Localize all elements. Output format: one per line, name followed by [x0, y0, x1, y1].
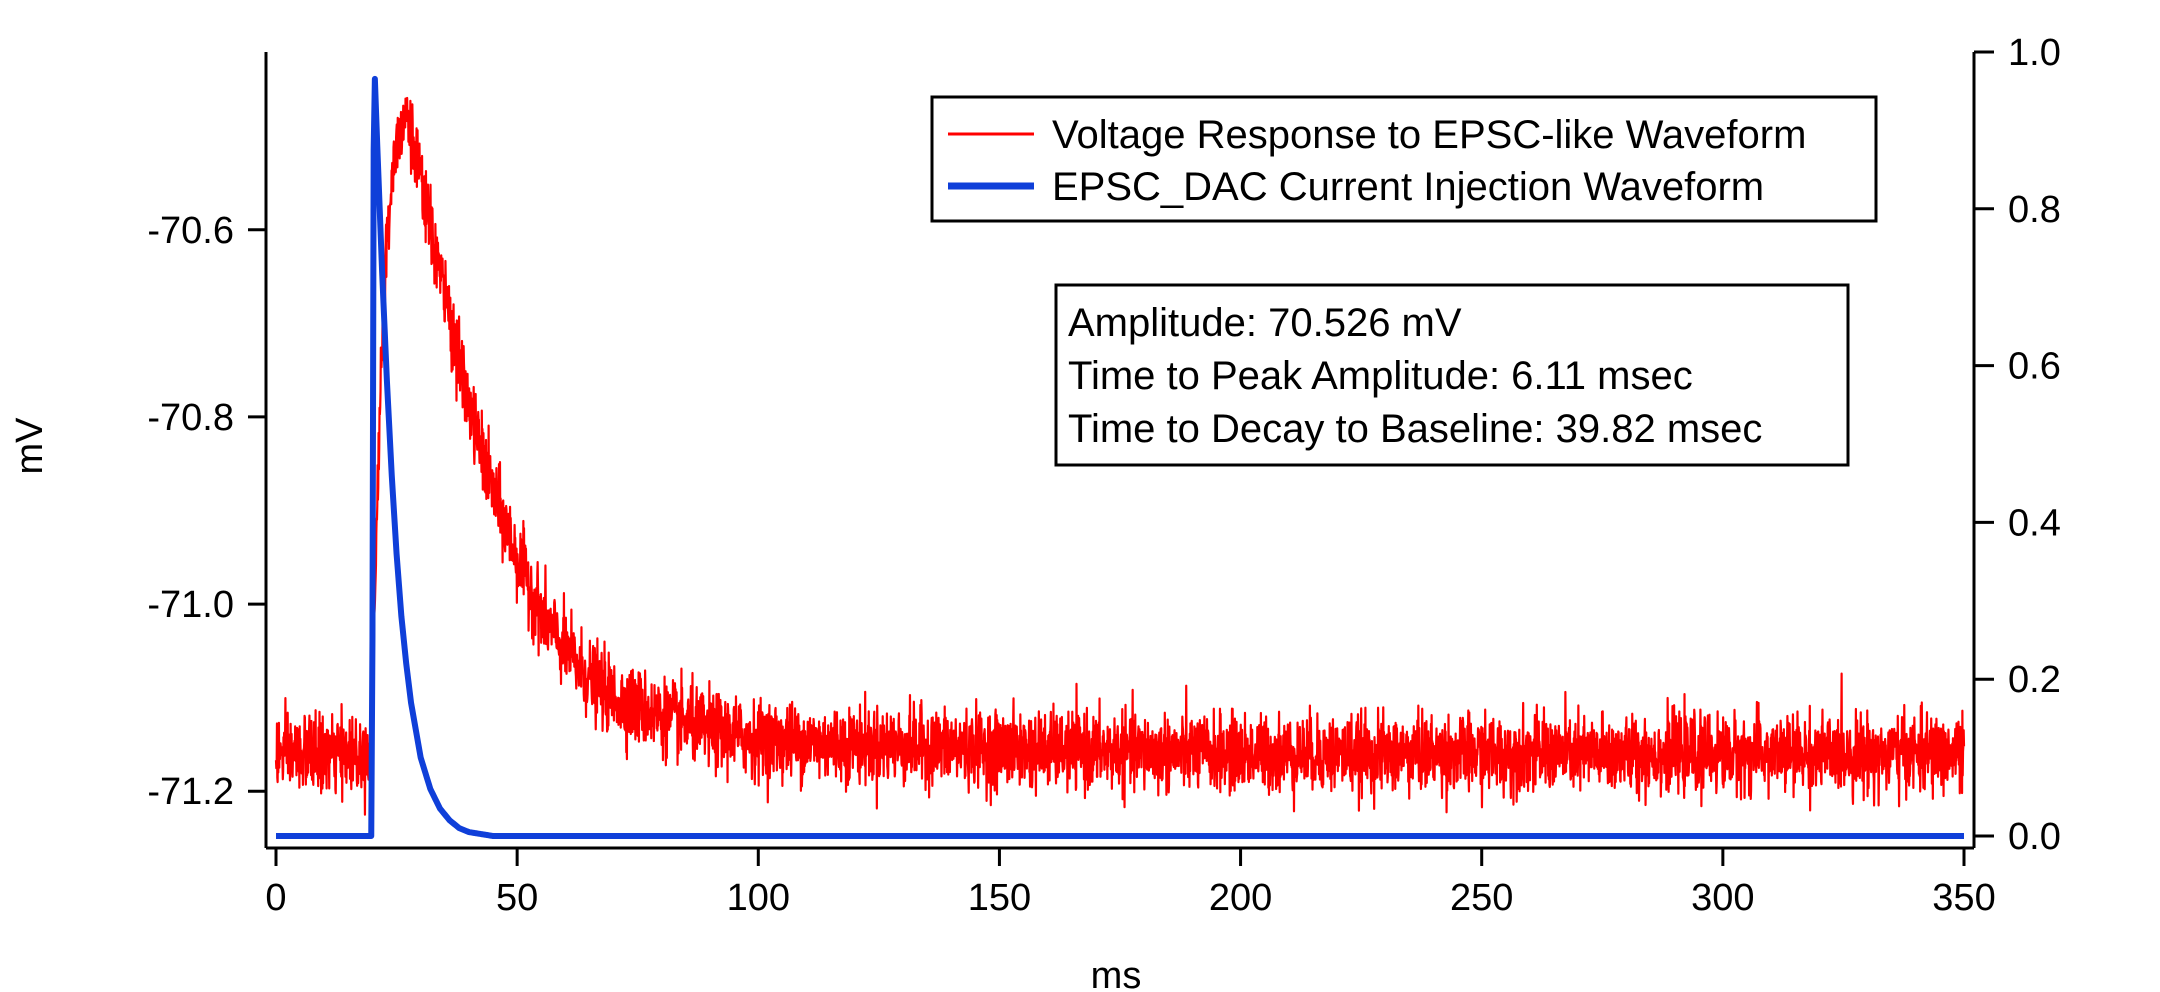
x-tick-label: 350 [1932, 877, 1995, 919]
y-right-tick-label: 0.6 [2008, 346, 2061, 388]
x-tick-label: 150 [968, 877, 1031, 919]
y-right-tick-label: 0.8 [2008, 189, 2061, 231]
y-left-tick-label: -71.0 [147, 584, 234, 626]
legend-label-voltage: Voltage Response to EPSC-like Waveform [1052, 113, 1806, 157]
series-line-current [274, 75, 1966, 839]
y-left-tick-label: -70.6 [147, 210, 234, 252]
y-left-tick-label: -71.2 [147, 771, 234, 813]
series-line-voltage [274, 96, 1966, 816]
x-axis-title: ms [1091, 955, 1142, 992]
legend-box [930, 95, 1878, 223]
y-right-tick-label: 1.0 [2008, 32, 2061, 74]
annotation-amplitude: Amplitude: 70.526 mV [1068, 301, 1462, 345]
x-tick-label: 250 [1450, 877, 1513, 919]
y-right-tick-label: 0.4 [2008, 502, 2061, 544]
measurement-box-frame [1054, 283, 1850, 467]
y-axis-title: mV [9, 417, 51, 475]
y-right-tick-label: 0.2 [2008, 659, 2061, 701]
legend-label-current: EPSC_DAC Current Injection Waveform [1052, 165, 1764, 209]
legend: Voltage Response to EPSC-like Waveform E… [930, 95, 1878, 223]
x-tick-label: 300 [1691, 877, 1754, 919]
plot-area [274, 75, 1966, 839]
annotation-time-to-peak: Time to Peak Amplitude: 6.11 msec [1068, 354, 1693, 398]
axes: 0 50 100 150 200 250 300 350 -70.6 -70.8 -71.0 -71.… [147, 32, 2060, 919]
annotation-time-to-decay: Time to Decay to Baseline: 39.82 msec [1068, 407, 1762, 451]
y-left-tick-label: -70.8 [147, 397, 234, 439]
measurement-box: Amplitude: 70.526 mV Time to Peak Amplit… [1054, 283, 1850, 467]
x-tick-label: 0 [265, 877, 286, 919]
x-tick-label: 50 [496, 877, 538, 919]
x-tick-label: 200 [1209, 877, 1272, 919]
x-tick-label: 100 [727, 877, 790, 919]
y-right-tick-label: 0.0 [2008, 816, 2061, 858]
